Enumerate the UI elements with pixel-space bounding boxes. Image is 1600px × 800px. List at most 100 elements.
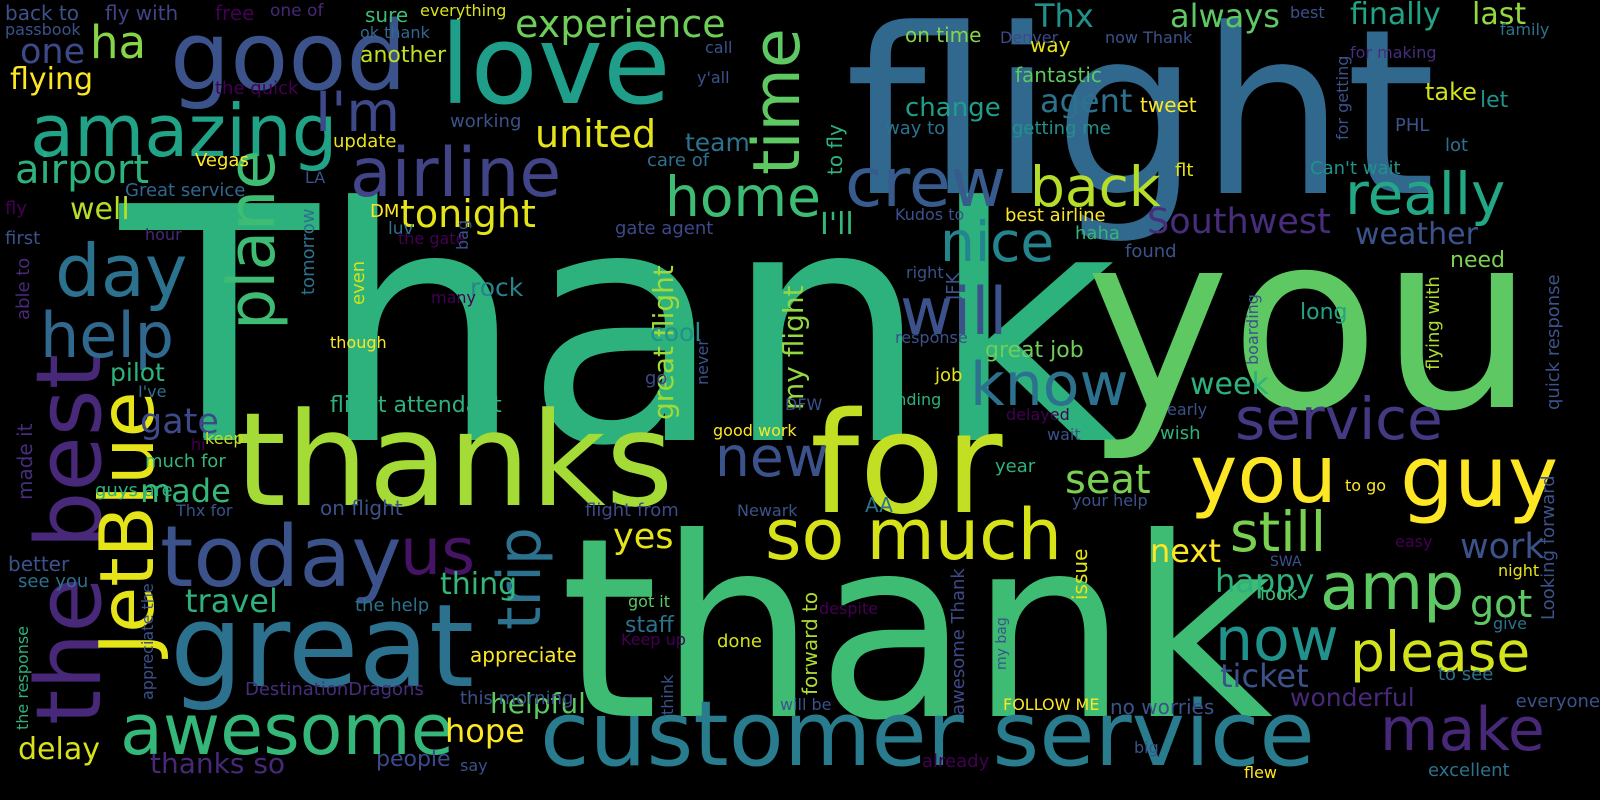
- cloud-word-update: update: [333, 131, 397, 152]
- cloud-word-appreciate-the: appreciate the: [138, 583, 157, 700]
- cloud-word-though: though: [330, 333, 387, 352]
- cloud-word-let: let: [1480, 88, 1509, 113]
- cloud-word-many: many: [431, 288, 476, 307]
- cloud-word-lot: lot: [1445, 135, 1469, 156]
- cloud-word-y-all: y'all: [697, 68, 730, 87]
- cloud-word-on-flight: on flight: [320, 496, 403, 520]
- cloud-word-awesome: awesome: [120, 689, 454, 771]
- cloud-word-seat: seat: [1065, 457, 1151, 503]
- cloud-word-phl: PHL: [1395, 115, 1430, 136]
- cloud-word-even: even: [348, 260, 369, 305]
- cloud-word-getting-me: getting me: [1012, 118, 1111, 139]
- cloud-word-i-m: I'm: [315, 80, 400, 144]
- cloud-word-ticket: ticket: [1220, 657, 1309, 695]
- cloud-word-the-quick: the quick: [215, 78, 299, 99]
- cloud-word-need: need: [1450, 248, 1505, 273]
- cloud-word-make: make: [1380, 695, 1545, 765]
- cloud-word-flying-with: flying with: [1423, 276, 1444, 370]
- cloud-word-haha: haha: [1075, 223, 1120, 244]
- cloud-word-response: response: [895, 328, 968, 347]
- cloud-word-wonderful: wonderful: [1290, 683, 1415, 712]
- cloud-word-see-you: see you: [18, 571, 89, 592]
- cloud-word-everyone: everyone: [1515, 691, 1600, 712]
- cloud-word-united: united: [535, 112, 657, 156]
- cloud-word-customer-service: customer service: [540, 682, 1315, 787]
- cloud-word-weather: weather: [1355, 217, 1478, 252]
- cloud-word-keep: keep: [205, 429, 244, 448]
- cloud-word-you: you: [1085, 180, 1536, 465]
- cloud-word-able-to: able to: [13, 257, 34, 320]
- cloud-word-happy: happy: [1215, 562, 1315, 600]
- cloud-word-thank: Thank: [120, 138, 1118, 517]
- cloud-word-flight-attendant: flight attendant: [330, 393, 502, 418]
- cloud-word-right: right: [906, 263, 944, 282]
- cloud-word-guy: guy: [1400, 428, 1559, 527]
- cloud-word-great-job: great job: [985, 338, 1084, 363]
- cloud-word-work: work: [1460, 527, 1545, 567]
- cloud-word-everything: everything: [420, 1, 507, 20]
- cloud-word-thx: Thx: [1035, 0, 1094, 35]
- cloud-word-your-help: your help: [1072, 491, 1148, 510]
- cloud-word-way-to: way to: [885, 118, 946, 139]
- cloud-word-time: time: [740, 28, 815, 175]
- cloud-word-never: never: [693, 339, 712, 385]
- cloud-word-appreciate: appreciate: [470, 643, 577, 667]
- cloud-word-team: team: [685, 128, 750, 157]
- cloud-word-free: free: [215, 1, 255, 25]
- cloud-word-go: go: [645, 368, 668, 389]
- cloud-word-take: take: [1425, 78, 1477, 106]
- cloud-word-i-ll: I'll: [820, 207, 854, 242]
- cloud-word-already: already: [922, 751, 990, 772]
- cloud-word-quick-response: quick response: [1543, 274, 1564, 410]
- cloud-word-flying: flying: [10, 62, 94, 97]
- cloud-word-jfk: JFK: [943, 272, 964, 300]
- cloud-word-good-work: good work: [713, 421, 797, 440]
- cloud-word-keep-up: Keep up: [621, 630, 686, 649]
- cloud-word-this-morning: this morning: [460, 688, 574, 709]
- cloud-word-the-gate: the gate: [398, 229, 466, 248]
- cloud-word-job: job: [935, 365, 963, 386]
- cloud-word-look: look: [1260, 584, 1298, 605]
- cloud-word-well: well: [70, 192, 130, 227]
- cloud-word-i-ve: I've: [138, 382, 167, 401]
- cloud-word-will-be: will be: [780, 695, 832, 714]
- cloud-word-day: day: [55, 229, 188, 313]
- cloud-word-for-making: for making: [1350, 43, 1437, 62]
- cloud-word-know: know: [970, 350, 1129, 420]
- cloud-word-gate: gate: [140, 402, 219, 442]
- cloud-word-great: great: [170, 580, 475, 714]
- cloud-word-tonight: tonight: [400, 192, 536, 236]
- cloud-word-really: really: [1345, 160, 1506, 228]
- cloud-word-last: last: [1472, 0, 1527, 32]
- cloud-word-still: still: [1230, 500, 1327, 564]
- cloud-word-ok-thank: ok thank: [360, 23, 430, 42]
- cloud-word-night: night: [1498, 561, 1540, 580]
- cloud-word-back-to: back to: [5, 1, 79, 25]
- cloud-word-best-airline: best airline: [1005, 205, 1106, 226]
- cloud-word-gate-agent: gate agent: [615, 218, 714, 239]
- cloud-word-nice: nice: [940, 210, 1055, 274]
- cloud-word-please: please: [1350, 620, 1531, 684]
- cloud-word-thing: thing: [440, 567, 518, 602]
- cloud-word-no-worries: no worries: [1110, 695, 1215, 719]
- cloud-word-excellent: excellent: [1428, 760, 1510, 781]
- cloud-word-early: early: [1167, 400, 1208, 419]
- cloud-word-amp: amp: [1320, 550, 1465, 625]
- cloud-word-help: help: [40, 299, 175, 372]
- cloud-word-my-bag: my bag: [994, 617, 1010, 670]
- cloud-word-hope: hope: [445, 712, 525, 750]
- cloud-word-back: back: [1030, 155, 1161, 219]
- cloud-word-now-thank: now Thank: [1105, 28, 1193, 47]
- cloud-word-will: will: [900, 275, 1008, 350]
- cloud-word-guys-are: guys are: [95, 480, 173, 501]
- cloud-word-tweet: tweet: [1140, 93, 1197, 117]
- cloud-word-cool: cool: [650, 318, 702, 347]
- cloud-word-denver: Denver: [1000, 28, 1059, 47]
- cloud-word-experience: experience: [515, 2, 726, 46]
- cloud-word-way: way: [1030, 33, 1071, 57]
- cloud-word-swa: SWA: [1270, 554, 1302, 570]
- cloud-word-love: love: [440, 1, 671, 129]
- cloud-word-finally: finally: [1350, 0, 1441, 32]
- cloud-word-can-t-wait: Can't wait: [1310, 158, 1401, 179]
- cloud-word-boarding: boarding: [1243, 294, 1262, 365]
